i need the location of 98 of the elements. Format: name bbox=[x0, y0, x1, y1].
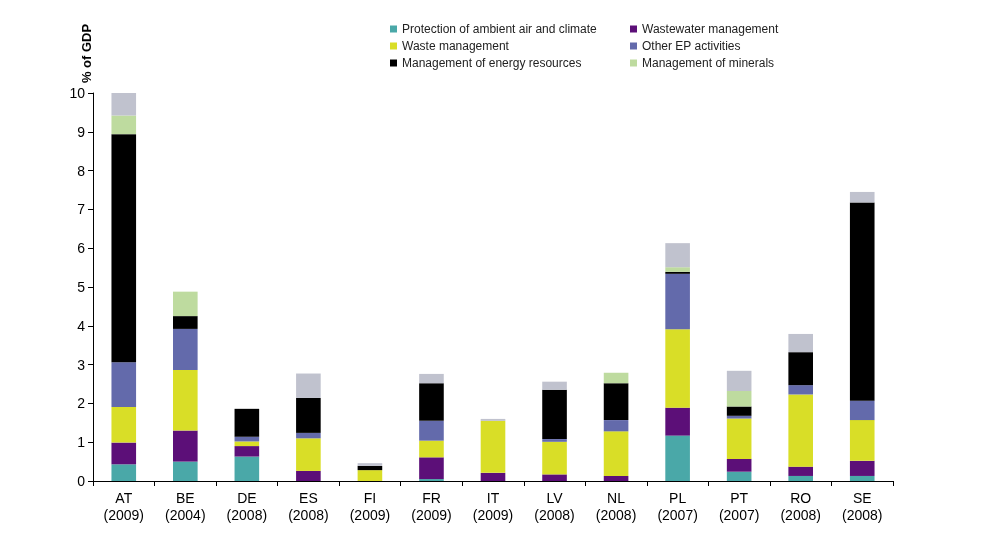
legend-label: Management of energy resources bbox=[402, 56, 582, 70]
bar bbox=[296, 373, 321, 398]
x-tick-label: NL (2008) bbox=[595, 489, 637, 523]
bar bbox=[234, 456, 260, 481]
bar bbox=[173, 328, 198, 371]
legend-label: Protection of ambient air and climate bbox=[402, 22, 598, 36]
bar bbox=[173, 316, 198, 329]
y-tick-label: 5 bbox=[77, 279, 86, 295]
bar bbox=[357, 463, 383, 466]
x-tick-label: BE (2004) bbox=[165, 489, 206, 523]
y-tick-label: 3 bbox=[77, 356, 86, 373]
bar bbox=[665, 273, 690, 330]
x-tick-label: PL (2007) bbox=[657, 489, 698, 523]
bar bbox=[111, 406, 137, 443]
x-tick-label: AT (2009) bbox=[103, 489, 144, 523]
y-tick-label: 9 bbox=[77, 123, 86, 140]
bar bbox=[419, 440, 444, 458]
bar bbox=[726, 370, 752, 391]
bar bbox=[665, 329, 690, 408]
bar bbox=[296, 438, 321, 471]
y-tick-label: 8 bbox=[77, 162, 86, 179]
bar bbox=[542, 389, 567, 440]
bar bbox=[296, 397, 321, 433]
bar bbox=[542, 439, 567, 442]
y-tick-label: 2 bbox=[77, 395, 86, 412]
bar bbox=[234, 408, 260, 437]
bar bbox=[480, 420, 506, 473]
bar bbox=[665, 267, 690, 272]
bar bbox=[357, 465, 383, 471]
bar bbox=[849, 400, 875, 421]
bar bbox=[111, 464, 137, 481]
bar bbox=[419, 420, 444, 441]
bar bbox=[542, 381, 567, 390]
bar bbox=[849, 475, 875, 481]
bar bbox=[849, 202, 875, 401]
x-tick-label: FI (2009) bbox=[349, 489, 391, 523]
y-tick-label: 4 bbox=[77, 317, 86, 334]
bar bbox=[542, 474, 567, 481]
bar bbox=[234, 446, 260, 457]
bar bbox=[603, 383, 629, 421]
bar bbox=[173, 430, 198, 462]
bar bbox=[726, 471, 752, 481]
bar bbox=[726, 415, 752, 419]
bar bbox=[173, 461, 198, 481]
bar bbox=[419, 373, 444, 384]
bar bbox=[111, 93, 137, 116]
bar bbox=[111, 362, 137, 407]
legend-label: Wastewater management bbox=[642, 22, 779, 36]
x-tick-label: IT (2009) bbox=[472, 489, 514, 523]
y-tick-label: 6 bbox=[77, 240, 86, 257]
y-tick-label: 10 bbox=[69, 85, 86, 101]
legend-label: Waste management bbox=[402, 39, 510, 53]
bar bbox=[542, 441, 567, 475]
bar bbox=[603, 372, 629, 384]
bar bbox=[296, 432, 321, 439]
y-tick-label: 1 bbox=[77, 434, 86, 451]
bar bbox=[726, 418, 752, 459]
x-tick-label: ES (2008) bbox=[288, 489, 329, 523]
x-tick-label: DE (2008) bbox=[226, 489, 268, 523]
x-tick-label: RO (2008) bbox=[780, 489, 821, 523]
legend-label: Management of minerals bbox=[642, 56, 775, 70]
y-axis-title: % of GDP bbox=[79, 23, 94, 84]
bar bbox=[480, 472, 506, 481]
bar bbox=[788, 385, 813, 395]
x-tick-label: LV (2008) bbox=[534, 489, 575, 523]
x-tick-label: PT (2007) bbox=[718, 489, 760, 523]
bar bbox=[849, 460, 875, 476]
y-tick-label: 7 bbox=[77, 201, 86, 218]
bar bbox=[788, 394, 813, 467]
bar bbox=[726, 390, 752, 407]
bar bbox=[788, 352, 813, 386]
bar bbox=[603, 431, 629, 476]
bar bbox=[419, 383, 444, 421]
bar bbox=[603, 420, 629, 432]
bar bbox=[665, 407, 690, 436]
bar bbox=[665, 243, 690, 268]
bar bbox=[849, 420, 875, 461]
bar bbox=[234, 441, 260, 447]
bar bbox=[726, 458, 752, 472]
x-tick-label: FR (2009) bbox=[411, 489, 452, 523]
bar bbox=[788, 466, 813, 476]
bar bbox=[788, 333, 813, 353]
bar bbox=[726, 406, 752, 416]
x-tick-label: SE (2008) bbox=[842, 489, 883, 523]
bar bbox=[357, 470, 383, 481]
bar bbox=[111, 134, 137, 363]
bar bbox=[603, 475, 629, 481]
y-tick-label: 0 bbox=[77, 473, 86, 489]
bar bbox=[419, 457, 444, 480]
bar bbox=[111, 115, 137, 135]
bar bbox=[849, 191, 875, 203]
bar bbox=[173, 291, 198, 317]
bar bbox=[665, 435, 690, 481]
bar bbox=[173, 370, 198, 431]
bar bbox=[296, 470, 321, 481]
bar bbox=[111, 442, 137, 465]
legend-label: Other EP activities bbox=[642, 39, 741, 53]
bar bbox=[788, 475, 813, 481]
